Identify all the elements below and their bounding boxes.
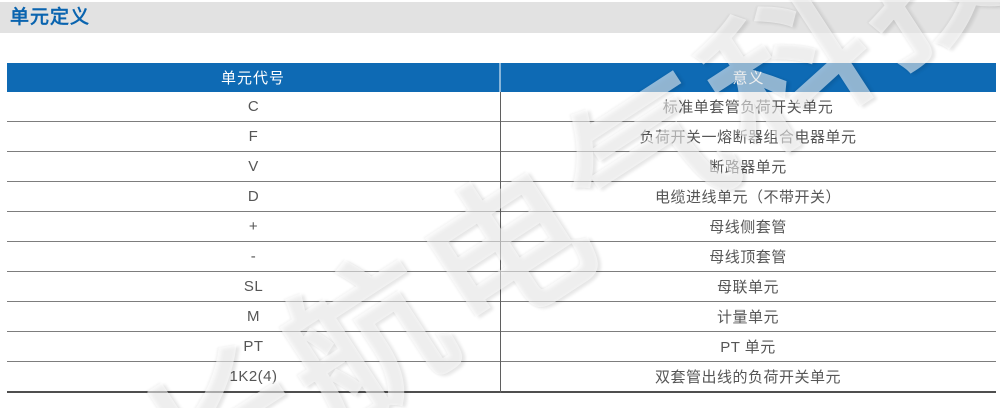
cell-meaning: 母线侧套管 xyxy=(709,219,787,236)
cell-unit-code: C xyxy=(247,98,260,115)
unit-definition-table: 单元代号 意义 C 标准单套管负荷开关单元 F 负荷开关一熔断器组合电器单元 V 断路器单… xyxy=(7,63,996,393)
cell-meaning: 断路器单元 xyxy=(709,159,787,176)
cell-meaning: 计量单元 xyxy=(716,309,779,326)
table-row: D 电缆进线单元（不带开关） xyxy=(7,182,996,212)
table-row: V 断路器单元 xyxy=(7,152,996,182)
cell-unit-code: - xyxy=(250,248,257,265)
cell-meaning: 负荷开关一熔断器组合电器单元 xyxy=(639,129,857,146)
cell-meaning: 标准单套管负荷开关单元 xyxy=(662,99,834,116)
table-row: + 母线侧套管 xyxy=(7,212,996,242)
table-row: - 母线顶套管 xyxy=(7,242,996,272)
cell-unit-code: D xyxy=(247,188,260,205)
table-row: C 标准单套管负荷开关单元 xyxy=(7,92,996,122)
table-header-row: 单元代号 意义 xyxy=(7,63,996,92)
cell-meaning: 电缆进线单元（不带开关） xyxy=(654,189,841,206)
cell-unit-code: 1K2(4) xyxy=(229,368,278,385)
cell-unit-code: + xyxy=(248,218,259,235)
column-header-unit-code: 单元代号 xyxy=(220,70,285,87)
cell-unit-code: PT xyxy=(243,338,264,355)
table-column-divider xyxy=(500,92,501,393)
cell-meaning: 母联单元 xyxy=(716,279,779,296)
header-column-divider xyxy=(499,63,501,92)
column-header-meaning: 意义 xyxy=(732,70,765,87)
section-title-bar: 单元定义 xyxy=(0,2,1000,33)
table-row: 1K2(4) 双套管出线的负荷开关单元 xyxy=(7,362,996,393)
cell-unit-code: F xyxy=(248,128,259,145)
cell-meaning: 母线顶套管 xyxy=(709,249,787,266)
table-row: M 计量单元 xyxy=(7,302,996,332)
cell-unit-code: SL xyxy=(243,278,264,295)
table-row: PT PT 单元 xyxy=(7,332,996,362)
cell-meaning: PT 单元 xyxy=(720,339,776,356)
section-title: 单元定义 xyxy=(10,7,91,28)
table-row: F 负荷开关一熔断器组合电器单元 xyxy=(7,122,996,152)
cell-unit-code: V xyxy=(248,158,259,175)
table-row: SL 母联单元 xyxy=(7,272,996,302)
table-body: C 标准单套管负荷开关单元 F 负荷开关一熔断器组合电器单元 V 断路器单元 D 电缆进线单元… xyxy=(7,92,996,393)
cell-meaning: 双套管出线的负荷开关单元 xyxy=(654,369,841,386)
cell-unit-code: M xyxy=(247,308,260,325)
